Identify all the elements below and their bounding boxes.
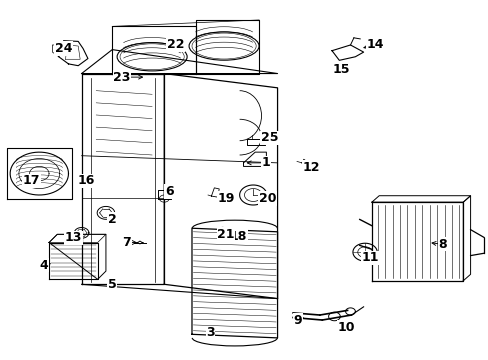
Text: 9: 9 bbox=[293, 314, 302, 327]
Text: 7: 7 bbox=[122, 236, 131, 249]
Text: 10: 10 bbox=[337, 321, 355, 334]
Text: 6: 6 bbox=[164, 185, 173, 198]
Text: 4: 4 bbox=[40, 258, 48, 271]
Text: 24: 24 bbox=[55, 42, 72, 55]
Text: 2: 2 bbox=[108, 213, 116, 226]
Text: 21: 21 bbox=[217, 228, 234, 241]
Text: 12: 12 bbox=[302, 161, 320, 174]
Text: 11: 11 bbox=[361, 251, 378, 264]
Text: 17: 17 bbox=[23, 174, 40, 187]
Text: 18: 18 bbox=[229, 230, 247, 243]
Text: 22: 22 bbox=[166, 39, 184, 51]
Text: 8: 8 bbox=[438, 238, 447, 251]
Text: 20: 20 bbox=[259, 192, 276, 205]
Text: 14: 14 bbox=[366, 39, 384, 51]
Text: 23: 23 bbox=[113, 71, 130, 84]
Text: 1: 1 bbox=[262, 156, 270, 169]
Text: 16: 16 bbox=[78, 174, 95, 187]
Text: 5: 5 bbox=[108, 278, 116, 291]
Text: 3: 3 bbox=[206, 327, 214, 339]
Text: 13: 13 bbox=[64, 231, 82, 244]
Text: 25: 25 bbox=[261, 131, 278, 144]
Text: 19: 19 bbox=[217, 192, 234, 205]
Text: 15: 15 bbox=[332, 63, 350, 76]
